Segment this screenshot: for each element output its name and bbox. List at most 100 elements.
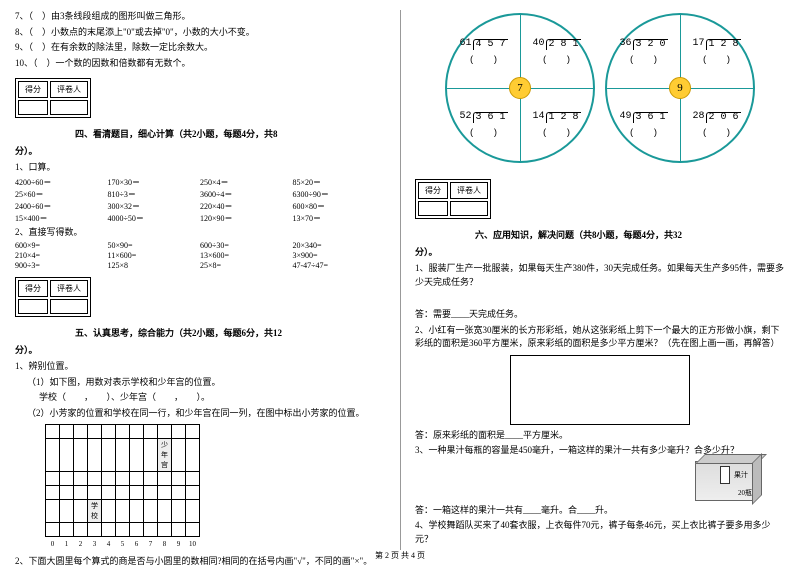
calc-cell: 250×4＝ [200, 177, 293, 188]
score-header: 得分 [418, 182, 448, 199]
grid-cell [116, 523, 130, 537]
q5-1: 1、辨别位置。 [15, 360, 385, 374]
left-column: 7、（ ）由3条线段组成的图形叫做三角形。 8、（ ）小数点的末尾添上"0"或去… [0, 0, 400, 565]
juice-box-diagram: 果汁 20瓶 [415, 461, 755, 501]
grid-cell [186, 472, 200, 486]
grid-cell [130, 500, 144, 523]
long-division: 171 2 8 [692, 39, 740, 50]
grid-cell [116, 500, 130, 523]
axis-label: 4 [102, 537, 116, 551]
calc-cell: 3×900= [293, 251, 386, 260]
right-column: 7 614 5 7 ( ) 402 8 1 ( ) 523 6 1( ) 141 2 8 ( … [400, 0, 800, 565]
answer-paren: ( ) [702, 125, 731, 138]
grid-cell [46, 425, 60, 439]
grid-cell [74, 523, 88, 537]
grid-chart: 少年宫学校012345678910 [45, 424, 385, 551]
long-division: 493 6 1 [619, 112, 667, 123]
grid-cell [116, 439, 130, 472]
calc-cell: 13×600= [200, 251, 293, 260]
calc-block-2: 600×9=50×90=600÷30=20×340=210×4=11×600=1… [15, 241, 385, 270]
answer-paren: ( ) [469, 52, 498, 65]
long-division: 402 8 1 [532, 39, 580, 50]
score-blank [18, 100, 48, 115]
center-number: 9 [669, 77, 691, 99]
section-4-end: 分）。 [15, 144, 385, 157]
answer-2: 答：原来彩纸的面积是____平方厘米。 [415, 429, 785, 443]
calc-cell: 810÷3＝ [108, 189, 201, 200]
grid-cell [60, 523, 74, 537]
grader-blank [450, 201, 488, 216]
calc-cell: 220×40＝ [200, 201, 293, 212]
calc-cell: 25×8= [200, 261, 293, 270]
grid-cell [172, 486, 186, 500]
problem-4: 4、学校舞蹈队买来了40套衣服，上衣每件70元，裤子每条46元，买上衣比裤子要多… [415, 519, 785, 546]
page-footer: 第 2 页 共 4 页 [0, 550, 800, 561]
grid-cell [60, 472, 74, 486]
grid-cell [172, 472, 186, 486]
grid-cell [88, 472, 102, 486]
calc-block-1: 4200÷60＝170×30＝250×4＝85×20＝25×60＝810÷3＝3… [15, 177, 385, 224]
division-circle: 9363 2 0( )171 2 8( )493 6 1( )282 0 6( … [605, 13, 755, 163]
grid-cell [144, 523, 158, 537]
grid-cell [172, 439, 186, 472]
quadrant: 523 6 1( ) [447, 88, 520, 161]
grid-cell [46, 500, 60, 523]
axis-label: 9 [172, 537, 186, 551]
calc-cell: 300×32＝ [108, 201, 201, 212]
grid-cell [88, 523, 102, 537]
grader-header: 评卷人 [50, 280, 88, 297]
quadrant: 493 6 1 ( ) [607, 88, 680, 161]
page-container: 7、（ ）由3条线段组成的图形叫做三角形。 8、（ ）小数点的末尾添上"0"或去… [0, 0, 800, 565]
grid-cell [102, 486, 116, 500]
grader-header: 评卷人 [450, 182, 488, 199]
grid-cell [102, 472, 116, 486]
long-division: 282 0 6 [692, 112, 740, 123]
calc-cell: 600÷30= [200, 241, 293, 250]
grid-cell [74, 472, 88, 486]
answer-paren: ( ) [629, 125, 658, 138]
grid-cell [60, 486, 74, 500]
quadrant: 141 2 8 ( ) [520, 88, 593, 161]
grid-cell [186, 523, 200, 537]
judgment-8: 8、（ ）小数点的末尾添上"0"或去掉"0"，小数的大小不变。 [15, 26, 385, 40]
answer-paren: ( ) [542, 125, 571, 138]
grid-cell [172, 500, 186, 523]
axis-label: 5 [116, 537, 130, 551]
grid-cell [46, 523, 60, 537]
long-division: 363 2 0 [619, 39, 667, 50]
calc-cell: 47-47÷47= [293, 261, 386, 270]
calc-cell: 900÷3= [15, 261, 108, 270]
calc-cell: 125×8 [108, 261, 201, 270]
long-division: 141 2 8 [532, 112, 580, 123]
score-header: 得分 [18, 81, 48, 98]
rectangle-diagram [510, 355, 690, 425]
center-number: 7 [509, 77, 531, 99]
grid-cell [102, 523, 116, 537]
grid-cell [116, 486, 130, 500]
calc-row: 900÷3=125×825×8=47-47÷47= [15, 261, 385, 270]
q5-1b: （2）小芳家的位置和学校在同一行，和少年宫在同一列，在图中标出小芳家的位置。 [27, 407, 385, 421]
grid-cell [130, 439, 144, 472]
calc-cell: 600×80＝ [293, 201, 386, 212]
calc-cell: 20×340= [293, 241, 386, 250]
grid-cell [88, 425, 102, 439]
calc-row: 600×9=50×90=600÷30=20×340= [15, 241, 385, 250]
grid-cell [102, 439, 116, 472]
grid-cell [186, 500, 200, 523]
score-box-4: 得分评卷人 [15, 78, 91, 118]
grid-cell [186, 486, 200, 500]
box-label: 果汁 [734, 470, 748, 480]
quadrant: 363 2 0( ) [607, 15, 680, 88]
calc-cell: 85×20＝ [293, 177, 386, 188]
bottle-icon [720, 466, 730, 484]
grid-cell [158, 425, 172, 439]
judgment-7: 7、（ ）由3条线段组成的图形叫做三角形。 [15, 10, 385, 24]
q5-1a: （1）如下图，用数对表示学校和少年宫的位置。 [27, 376, 385, 390]
calc-row: 4200÷60＝170×30＝250×4＝85×20＝ [15, 177, 385, 188]
axis-label: 3 [88, 537, 102, 551]
grid-cell [130, 523, 144, 537]
calc-cell: 210×4= [15, 251, 108, 260]
axis-label: 7 [144, 537, 158, 551]
calc-cell: 170×30＝ [108, 177, 201, 188]
long-division: 614 5 7 [459, 39, 507, 50]
